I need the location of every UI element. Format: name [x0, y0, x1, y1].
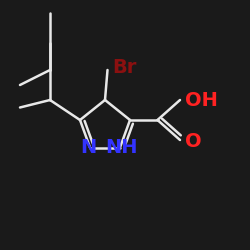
Text: Br: Br [112, 58, 137, 77]
Text: O: O [185, 132, 202, 151]
Text: N: N [80, 138, 97, 157]
Text: OH: OH [185, 90, 218, 110]
Text: NH: NH [105, 138, 138, 157]
